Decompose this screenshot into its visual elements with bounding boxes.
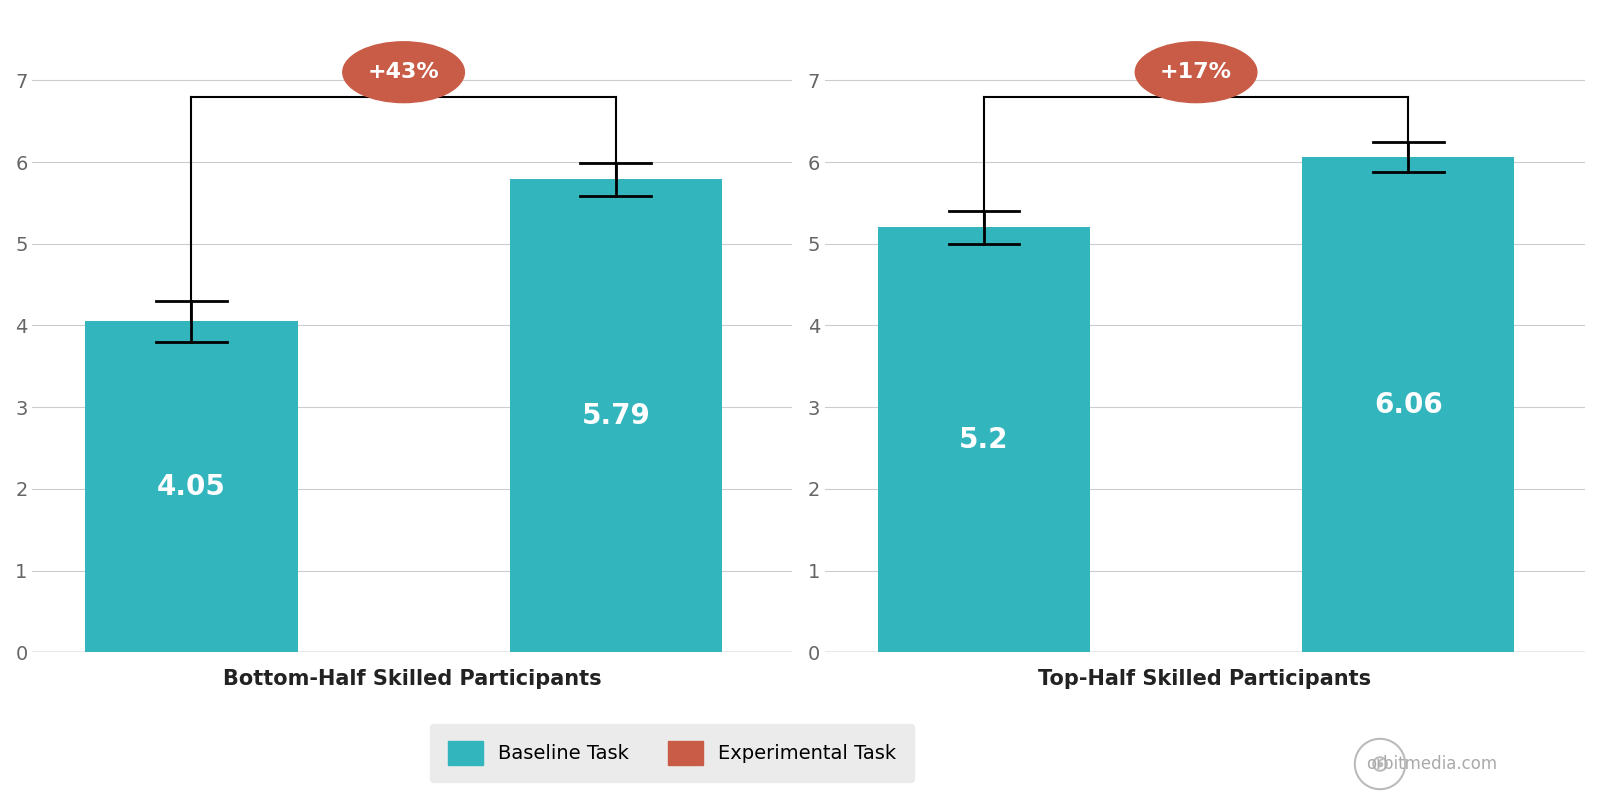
Bar [85,322,298,652]
Text: 5.79: 5.79 [581,402,650,430]
Text: orbitmedia.com: orbitmedia.com [1366,755,1498,773]
Text: +17%: +17% [1160,62,1232,82]
Text: 5.2: 5.2 [960,426,1008,454]
Bar [510,179,722,652]
Bar [878,227,1090,652]
Legend: Baseline Task, Experimental Task: Baseline Task, Experimental Task [430,723,914,782]
Text: +43%: +43% [368,62,440,82]
Text: 6.06: 6.06 [1374,390,1443,418]
X-axis label: Top-Half Skilled Participants: Top-Half Skilled Participants [1038,669,1371,689]
Bar [1302,157,1514,652]
Text: 4.05: 4.05 [157,473,226,501]
X-axis label: Bottom-Half Skilled Participants: Bottom-Half Skilled Participants [222,669,602,689]
